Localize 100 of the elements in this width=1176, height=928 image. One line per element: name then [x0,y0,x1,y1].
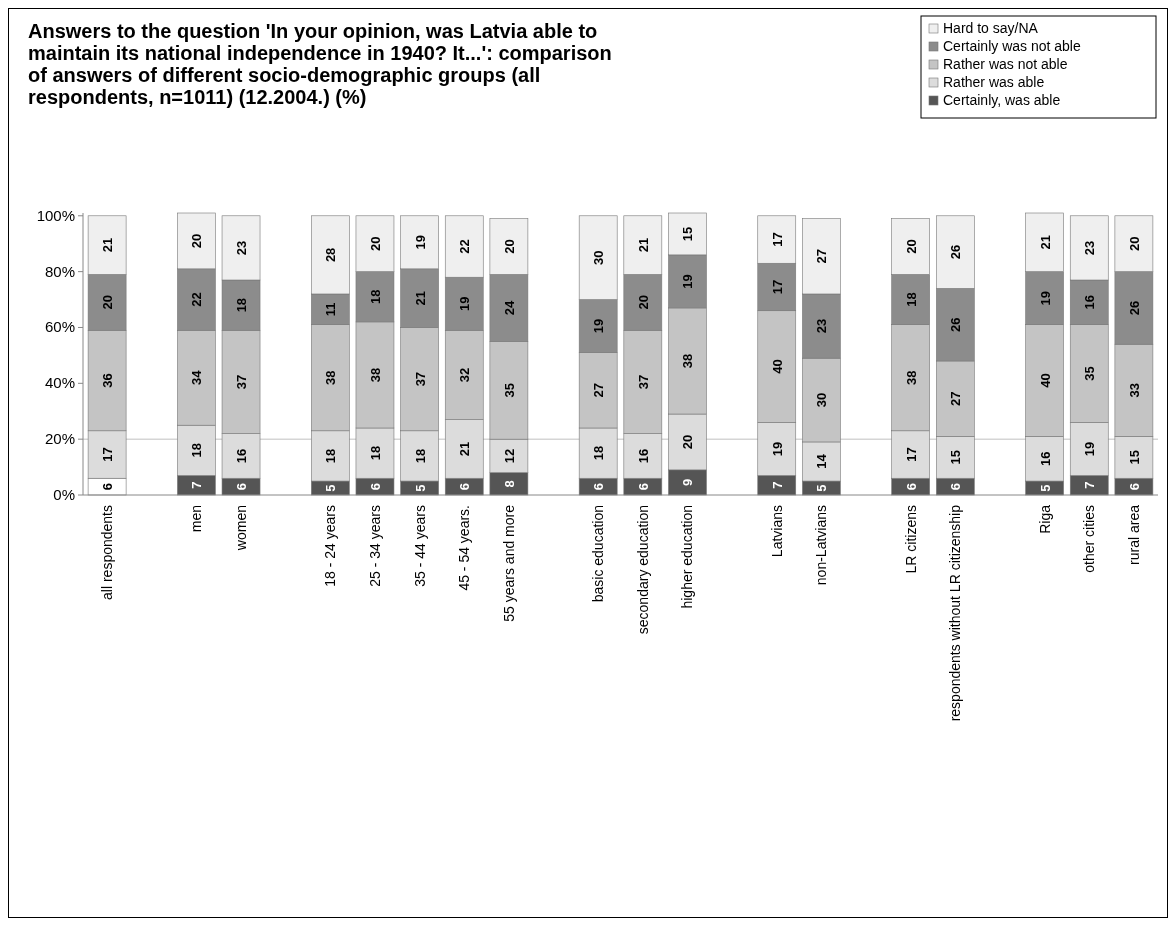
x-tick-label: men [188,505,205,533]
data-label: 6 [367,483,383,491]
data-label: 21 [457,441,473,457]
data-label: 30 [591,250,607,265]
data-label: 38 [903,370,919,385]
x-tick-label: higher education [679,505,696,609]
data-label: 19 [457,296,473,311]
data-label: 23 [234,240,250,256]
data-label: 14 [814,453,830,469]
data-label: 38 [367,367,383,383]
data-label: 22 [189,292,205,307]
data-label: 18 [323,448,339,464]
data-label: 16 [1082,295,1098,310]
data-label: 20 [501,239,517,254]
data-label: 20 [635,295,651,310]
data-label: 37 [635,374,651,390]
x-tick-label: Latvians [768,505,785,558]
y-tick-label: 60% [44,318,75,336]
data-label: 15 [1126,450,1142,465]
data-label: 23 [1082,240,1098,256]
x-tick-label: LR citizens [902,505,919,574]
data-label: 15 [680,226,696,242]
data-label: 21 [1037,235,1053,250]
x-tick-label: 55 years and more [500,504,517,622]
data-label: 37 [412,371,428,387]
data-label: 7 [1082,481,1098,489]
data-label: 27 [591,383,607,398]
data-label: 16 [234,448,250,464]
legend-label: Hard to say/NA [943,20,1039,36]
data-label: 17 [100,447,116,462]
data-label: 40 [1037,373,1053,388]
data-label: 7 [189,481,205,489]
legend-label: Certainly, was able [943,92,1061,108]
data-label: 17 [769,279,785,295]
data-label: 22 [457,239,473,254]
x-tick-label: women [233,505,250,552]
data-label: 32 [457,367,473,383]
x-tick-label: other cities [1081,505,1098,573]
x-tick-label: 45 - 54 years. [456,505,473,591]
data-label: 40 [769,359,785,374]
data-label: 27 [814,249,830,264]
data-label: 16 [1037,451,1053,466]
data-label: 15 [948,450,964,465]
data-label: 19 [591,318,607,334]
x-tick-label: 25 - 34 years [366,505,383,587]
data-label: 19 [769,441,785,457]
data-label: 18 [591,445,607,461]
data-label: 23 [814,318,830,334]
data-label: 26 [1126,300,1142,316]
data-label: 18 [367,289,383,304]
data-label: 18 [903,292,919,307]
data-label: 20 [680,434,696,450]
x-tick-label: Riga [1036,504,1053,534]
data-label: 16 [635,448,651,464]
data-label: 19 [1082,441,1098,457]
y-tick-label: 80% [44,262,75,280]
data-label: 18 [412,448,428,464]
x-tick-label: rural area [1125,504,1142,565]
legend-label: Rather was able [943,74,1045,90]
data-label: 5 [323,484,339,492]
data-label: 19 [412,235,428,250]
data-label: 36 [100,373,116,388]
data-label: 20 [903,239,919,254]
data-label: 27 [948,391,964,406]
data-label: 5 [412,484,428,492]
data-label: 35 [1082,366,1098,381]
data-label: 7 [769,481,785,489]
data-label: 11 [323,302,339,317]
data-label: 6 [591,483,607,491]
data-label: 6 [457,483,473,491]
data-label: 8 [501,480,517,488]
data-label: 20 [367,236,383,251]
data-label: 28 [323,247,339,263]
x-tick-label: secondary education [634,505,651,635]
legend-label: Certainly was not able [943,38,1081,54]
x-tick-label: basic education [590,505,607,603]
data-label: 21 [412,290,428,306]
legend-label: Rather was not able [943,56,1068,72]
data-label: 9 [680,478,696,487]
x-tick-label: all respondents [99,505,116,600]
data-label: 5 [814,484,830,492]
data-label: 30 [814,392,830,408]
data-label: 21 [100,237,116,253]
data-label: 18 [234,297,250,313]
data-label: 19 [680,274,696,289]
data-label: 6 [635,483,651,491]
data-label: 17 [903,447,919,462]
y-tick-label: 100% [36,206,75,224]
x-tick-label: respondents without LR citizenship [947,504,964,722]
data-label: 33 [1126,383,1142,398]
data-label: 18 [189,443,205,458]
data-label: 24 [501,299,517,316]
data-label: 38 [323,370,339,385]
chart-title: Answers to the question 'In your opinion, was Latvia able to maintain its national independence in 1940? It...': comparison of answers of different socio-demographic groups (all respondents, n=1011) (12.2004.) (%) [28,20,612,108]
data-label: 6 [100,483,116,491]
x-tick-label: 35 - 44 years [411,505,428,587]
data-label: 20 [1126,236,1142,251]
x-tick-label: non-Latvians [813,505,830,586]
data-label: 21 [635,237,651,253]
data-label: 38 [680,353,696,369]
